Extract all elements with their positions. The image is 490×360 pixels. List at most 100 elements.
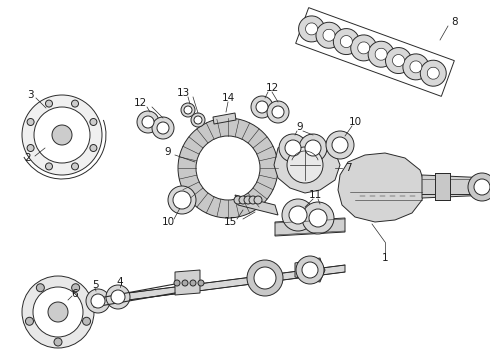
Circle shape: [239, 196, 247, 204]
Circle shape: [285, 140, 301, 156]
Circle shape: [326, 131, 354, 159]
Circle shape: [332, 137, 348, 153]
Circle shape: [90, 118, 97, 126]
Circle shape: [27, 118, 34, 126]
Circle shape: [46, 100, 52, 107]
Polygon shape: [435, 173, 450, 200]
Circle shape: [468, 173, 490, 201]
Circle shape: [86, 289, 110, 313]
Circle shape: [34, 107, 90, 163]
Circle shape: [427, 67, 439, 79]
Circle shape: [234, 196, 242, 204]
Circle shape: [174, 280, 180, 286]
Circle shape: [267, 101, 289, 123]
Circle shape: [272, 106, 284, 118]
Circle shape: [54, 338, 62, 346]
Circle shape: [152, 117, 174, 139]
Circle shape: [296, 256, 324, 284]
Circle shape: [184, 106, 192, 114]
Circle shape: [190, 280, 196, 286]
Text: 9: 9: [296, 122, 303, 132]
Circle shape: [173, 191, 191, 209]
Circle shape: [254, 267, 276, 289]
Circle shape: [375, 48, 387, 60]
Circle shape: [249, 196, 257, 204]
Circle shape: [142, 116, 154, 128]
Text: 14: 14: [221, 93, 235, 103]
Text: 10: 10: [348, 117, 362, 127]
Text: 13: 13: [176, 88, 190, 98]
Circle shape: [358, 42, 370, 54]
Circle shape: [287, 147, 323, 183]
Text: 6: 6: [72, 289, 78, 299]
Circle shape: [403, 54, 429, 80]
Circle shape: [157, 122, 169, 134]
Circle shape: [256, 101, 268, 113]
Polygon shape: [213, 113, 236, 124]
Circle shape: [194, 116, 202, 124]
Polygon shape: [338, 153, 425, 222]
Circle shape: [244, 196, 252, 204]
Circle shape: [316, 22, 342, 48]
Circle shape: [298, 16, 324, 42]
Circle shape: [27, 144, 34, 152]
Circle shape: [46, 163, 52, 170]
Circle shape: [282, 199, 314, 231]
Circle shape: [198, 280, 204, 286]
Circle shape: [299, 134, 327, 162]
Circle shape: [106, 285, 130, 309]
Circle shape: [309, 209, 327, 227]
Circle shape: [182, 280, 188, 286]
Circle shape: [22, 95, 102, 175]
Polygon shape: [274, 138, 340, 193]
Text: 10: 10: [161, 217, 174, 227]
Circle shape: [181, 103, 195, 117]
Circle shape: [168, 186, 196, 214]
Polygon shape: [275, 218, 345, 236]
Text: 12: 12: [133, 98, 147, 108]
Circle shape: [178, 118, 278, 218]
Circle shape: [289, 206, 307, 224]
Circle shape: [22, 276, 94, 348]
Circle shape: [72, 163, 78, 170]
Text: 5: 5: [92, 280, 98, 290]
Circle shape: [25, 317, 33, 325]
Circle shape: [111, 290, 125, 304]
Circle shape: [247, 260, 283, 296]
Circle shape: [36, 284, 45, 292]
Circle shape: [137, 111, 159, 133]
Circle shape: [254, 196, 262, 204]
FancyBboxPatch shape: [295, 8, 454, 96]
Circle shape: [420, 60, 446, 86]
Circle shape: [279, 134, 307, 162]
Text: 8: 8: [452, 17, 458, 27]
Circle shape: [48, 302, 68, 322]
Polygon shape: [422, 175, 490, 198]
Circle shape: [90, 144, 97, 152]
Text: 3: 3: [26, 90, 33, 100]
Text: 11: 11: [308, 190, 321, 200]
Circle shape: [392, 55, 404, 67]
Circle shape: [52, 125, 72, 145]
Text: 12: 12: [266, 83, 279, 93]
Text: 4: 4: [117, 277, 123, 287]
Text: 1: 1: [382, 253, 388, 263]
Circle shape: [33, 287, 83, 337]
Polygon shape: [295, 258, 325, 282]
Circle shape: [368, 41, 394, 67]
Circle shape: [82, 317, 91, 325]
Circle shape: [305, 140, 321, 156]
Polygon shape: [175, 270, 200, 295]
Circle shape: [341, 36, 352, 48]
Circle shape: [333, 28, 359, 55]
Circle shape: [474, 179, 490, 195]
Circle shape: [72, 100, 78, 107]
Text: 9: 9: [165, 147, 172, 157]
Text: 15: 15: [223, 217, 237, 227]
Circle shape: [191, 113, 205, 127]
Circle shape: [302, 202, 334, 234]
Text: 2: 2: [24, 153, 31, 163]
Circle shape: [196, 136, 260, 200]
Circle shape: [386, 48, 412, 73]
Circle shape: [323, 29, 335, 41]
